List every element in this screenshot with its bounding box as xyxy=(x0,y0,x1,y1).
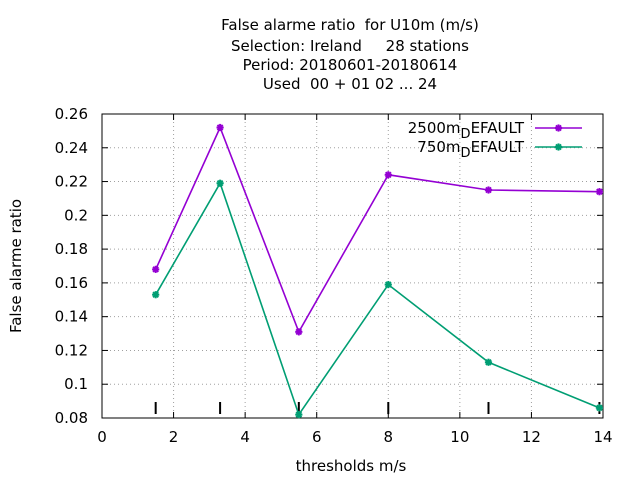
y-axis-ticks: 0.08 0.1 0.12 0.14 0.16 0.18 0.2 0.22 0.24 0.26 xyxy=(55,105,603,427)
y-tick-label-4: 0.16 xyxy=(55,274,88,292)
series-0-point-3 xyxy=(384,171,392,179)
chart-title-line-1: False alarme ratio for U10m (m/s) xyxy=(221,16,479,34)
series-1-point-3 xyxy=(384,280,392,289)
series-0-point-0 xyxy=(152,265,160,273)
series-1-point-1 xyxy=(216,179,224,187)
chart-title-line-3: Period: 20180601-20180614 xyxy=(242,56,458,74)
legend-label-1: 750mDEFAULT xyxy=(417,138,525,161)
series-1-point-0 xyxy=(152,291,160,299)
y-tick-label-3: 0.14 xyxy=(55,308,88,326)
x-tick-label-2: 4 xyxy=(240,428,250,446)
series-0-point-1 xyxy=(216,123,224,132)
x-tick-label-5: 10 xyxy=(450,428,469,446)
y-axis-label: False alarme ratio xyxy=(7,199,25,333)
x-axis-label: thresholds m/s xyxy=(296,457,407,475)
y-tick-label-2: 0.12 xyxy=(55,341,88,359)
y-tick-label-5: 0.18 xyxy=(55,240,88,258)
x-axis-ticks: 0 2 4 6 8 10 12 14 xyxy=(97,114,613,446)
x-tick-label-3: 6 xyxy=(312,428,322,446)
series-group xyxy=(152,123,604,419)
y-tick-label-7: 0.22 xyxy=(55,173,88,191)
grid xyxy=(102,114,603,418)
y-tick-label-0: 0.08 xyxy=(55,409,88,427)
x-tick-label-7: 14 xyxy=(593,428,612,446)
series-0-point-2 xyxy=(295,328,303,336)
y-tick-label-9: 0.26 xyxy=(55,105,88,123)
series-0-point-5 xyxy=(595,188,604,196)
chart-title-line-2: Selection: Ireland 28 stations xyxy=(231,37,469,55)
plot-frame xyxy=(101,113,604,419)
legend-label-0: 2500mDEFAULT xyxy=(408,119,525,142)
chart-title-line-4: Used 00 + 01 02 ... 24 xyxy=(262,75,438,93)
series-line-0 xyxy=(154,125,600,334)
x-tick-label-0: 0 xyxy=(97,428,107,446)
series-line-1 xyxy=(155,181,600,417)
y-tick-label-6: 0.2 xyxy=(64,206,88,224)
series-1-point-5 xyxy=(595,404,604,412)
x-tick-label-4: 8 xyxy=(384,428,394,446)
x-tick-label-6: 12 xyxy=(522,428,541,446)
legend-marker-0 xyxy=(554,124,563,132)
legend-marker-1 xyxy=(554,143,563,151)
x-tick-label-1: 2 xyxy=(169,428,179,446)
y-tick-label-8: 0.24 xyxy=(55,139,88,157)
series-1-point-2 xyxy=(295,411,303,419)
series-1-point-4 xyxy=(484,358,493,366)
threshold-markers xyxy=(154,402,601,414)
y-tick-label-1: 0.1 xyxy=(64,375,88,393)
series-0-point-4 xyxy=(484,186,493,194)
